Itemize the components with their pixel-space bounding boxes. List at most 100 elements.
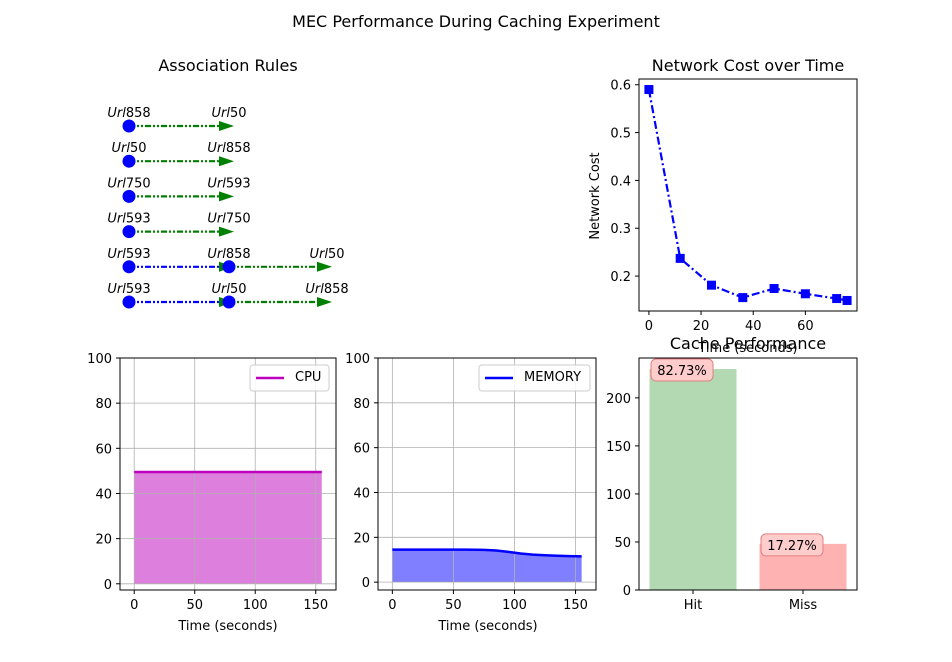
cache-bar-hit bbox=[649, 369, 737, 590]
network-cost-frame bbox=[638, 78, 858, 312]
network-cost-point bbox=[769, 284, 779, 294]
rule-item-label: Url593 bbox=[107, 212, 150, 227]
cache-performance-title: Cache Performance bbox=[670, 334, 826, 353]
x-tick-label: 50 bbox=[186, 598, 203, 613]
y-tick-label: 100 bbox=[345, 352, 370, 367]
rule-item-label: Url858 bbox=[305, 282, 348, 297]
y-tick-label: 40 bbox=[353, 486, 370, 501]
rule-arrowhead bbox=[317, 297, 332, 307]
cpu-legend-box bbox=[249, 364, 330, 392]
rule-item-marker bbox=[222, 260, 236, 274]
rule-item-label: Url50 bbox=[111, 141, 146, 156]
y-tick-label: 40 bbox=[95, 487, 112, 502]
rule-item-marker bbox=[122, 119, 136, 133]
y-tick-label: 0.6 bbox=[610, 79, 631, 94]
cache-percent-label: 17.27% bbox=[767, 539, 817, 554]
y-tick-label: 200 bbox=[606, 392, 631, 407]
cpu-legend-label: CPU bbox=[295, 370, 321, 385]
x-tick-label: Hit bbox=[684, 598, 702, 613]
network-cost-point bbox=[800, 289, 810, 299]
network-cost-line bbox=[647, 89, 848, 302]
rule-arrowhead bbox=[219, 226, 234, 237]
cpu-area-fill bbox=[134, 472, 322, 584]
cache-percent-box bbox=[760, 533, 824, 557]
y-tick-label: 80 bbox=[353, 397, 370, 412]
rule-item-label: Url750 bbox=[107, 176, 150, 191]
rule-item-marker bbox=[122, 295, 136, 309]
x-tick-label: 40 bbox=[745, 319, 762, 334]
rule-0: Url858 Url50 bbox=[107, 106, 247, 133]
network-cost-point bbox=[706, 280, 716, 290]
rule-item-marker bbox=[122, 154, 136, 168]
rule-item-label: Url50 bbox=[309, 247, 344, 262]
y-tick-label: 80 bbox=[95, 397, 112, 412]
memory-legend-box bbox=[478, 364, 591, 392]
rule-item-label: Url50 bbox=[211, 282, 246, 297]
x-tick-label: 100 bbox=[502, 598, 527, 613]
cache-percent-box bbox=[650, 358, 714, 382]
x-tick-label: 150 bbox=[303, 598, 328, 613]
cache-percent-label: 82.73% bbox=[657, 364, 707, 379]
x-tick-label: Miss bbox=[789, 598, 818, 613]
y-tick-label: 60 bbox=[95, 442, 112, 457]
rule-item-marker bbox=[122, 260, 136, 274]
rule-5: Url593 Url50 Url858 bbox=[107, 282, 349, 309]
rule-item-label: Url858 bbox=[107, 106, 150, 121]
y-tick-label: 60 bbox=[353, 442, 370, 457]
x-tick-label: 0 bbox=[130, 598, 138, 613]
network-cost-point bbox=[832, 294, 842, 304]
network-cost-title: Network Cost over Time bbox=[652, 56, 844, 75]
x-tick-label: 0 bbox=[388, 598, 396, 613]
y-tick-label: 0.2 bbox=[610, 270, 631, 285]
network-cost-ylabel: Network Cost bbox=[588, 152, 603, 239]
rule-arrowhead bbox=[317, 261, 332, 272]
rule-item-marker bbox=[122, 225, 136, 239]
y-tick-label: 150 bbox=[606, 440, 631, 455]
cpu-frame bbox=[119, 357, 337, 591]
y-tick-label: 100 bbox=[87, 352, 112, 367]
rule-item-marker bbox=[122, 189, 136, 203]
y-tick-label: 0.4 bbox=[610, 174, 631, 189]
memory-xlabel: Time (seconds) bbox=[437, 619, 537, 634]
y-tick-label: 100 bbox=[606, 488, 631, 503]
rule-4: Url593 Url858 Url50 bbox=[107, 247, 345, 274]
x-tick-label: 50 bbox=[445, 598, 462, 613]
y-tick-label: 0 bbox=[362, 576, 370, 591]
rule-arrowhead bbox=[219, 121, 234, 131]
rule-item-marker bbox=[222, 295, 236, 309]
figure-suptitle: MEC Performance During Caching Experimen… bbox=[292, 12, 660, 31]
y-tick-label: 0 bbox=[104, 578, 112, 593]
network-cost-point bbox=[644, 85, 654, 95]
network-cost-point bbox=[675, 253, 685, 263]
rule-item-label: Url593 bbox=[107, 282, 150, 297]
network-cost-chart: Network Cost over Time Time (seconds) Ne… bbox=[588, 56, 858, 356]
memory-legend-label: MEMORY bbox=[524, 370, 581, 385]
x-tick-label: 60 bbox=[797, 319, 814, 334]
network-cost-point bbox=[738, 293, 748, 303]
mem-frame bbox=[377, 357, 597, 591]
mem-area-fill bbox=[392, 549, 582, 583]
mem-line bbox=[392, 548, 582, 558]
y-tick-label: 20 bbox=[95, 533, 112, 548]
association-rules-title: Association Rules bbox=[158, 56, 297, 75]
y-tick-label: 0 bbox=[623, 584, 631, 599]
rule-item-label: Url858 bbox=[207, 247, 250, 262]
network-cost-point bbox=[842, 295, 852, 305]
rule-item-label: Url593 bbox=[107, 247, 150, 262]
x-tick-label: 100 bbox=[243, 598, 268, 613]
rule-2: Url750 Url593 bbox=[107, 176, 251, 203]
y-tick-label: 0.5 bbox=[610, 127, 631, 142]
y-tick-label: 20 bbox=[353, 531, 370, 546]
rule-item-label: Url858 bbox=[207, 141, 250, 156]
x-tick-label: 20 bbox=[693, 319, 710, 334]
memory-chart: Time (seconds) 0 50 100 150 0 20 40 60 80 100 MEMO… bbox=[345, 352, 597, 634]
rule-arrowhead bbox=[219, 191, 234, 202]
x-tick-label: 150 bbox=[563, 598, 588, 613]
x-tick-label: 0 bbox=[645, 319, 653, 334]
rule-arrowhead bbox=[219, 156, 234, 167]
network-cost-xlabel: Time (seconds) bbox=[697, 341, 797, 356]
cache-frame bbox=[638, 357, 858, 591]
cpu-chart: Time (seconds) 0 50 100 150 0 20 40 60 80 100 CPU bbox=[87, 352, 337, 634]
